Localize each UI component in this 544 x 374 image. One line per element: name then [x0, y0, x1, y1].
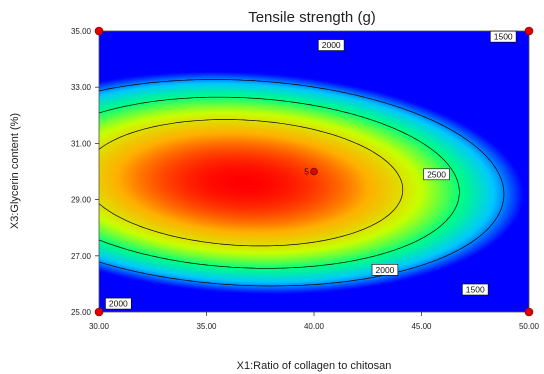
contour-line-1500: [98, 79, 505, 287]
contour-label-box: [371, 264, 399, 276]
x-tick-label: 45.00: [411, 322, 432, 331]
contour-label-text: 2500: [427, 169, 446, 179]
contour-label: 2000: [371, 264, 399, 276]
y-tick-label: 27.00: [71, 252, 92, 261]
contour-label-text: 1500: [466, 285, 485, 295]
design-points: 5: [94, 26, 534, 317]
x-tick-label: 50.00: [519, 322, 540, 331]
design-point: [524, 307, 534, 317]
contour-label-text: 2000: [375, 265, 394, 275]
x-axis: 30.00 35.00 40.00 45.00 50.00: [89, 312, 540, 331]
y-axis: 25.00 27.00 29.00 31.00 33.00 35.00: [71, 27, 99, 317]
y-axis-label: X3:Glycerin content (%): [9, 113, 21, 229]
chart-title: Tensile strength (g): [248, 9, 376, 26]
contour-label-box: [462, 283, 489, 296]
contour-label: 2500: [423, 168, 450, 181]
contour-lines: [98, 79, 505, 287]
y-tick-label: 35.00: [71, 27, 92, 36]
y-tick-label: 29.00: [71, 196, 92, 205]
contour-label-box: [105, 297, 132, 310]
x-tick-label: 30.00: [89, 322, 110, 331]
contour-label: 2000: [105, 297, 132, 310]
x-tick-label: 35.00: [196, 322, 217, 331]
contour-label-text: 2000: [109, 299, 128, 309]
design-point: [524, 26, 534, 36]
contour-label: 1500: [489, 30, 517, 43]
y-tick-label: 25.00: [71, 308, 92, 317]
x-axis-label: X1:Ratio of collagen to chitosan: [237, 360, 392, 372]
contour-label-text: 2000: [322, 40, 341, 50]
contour-label-box: [489, 30, 517, 43]
contour-label: 2000: [317, 39, 345, 51]
design-point: [94, 307, 104, 317]
contour-line-2500: [98, 119, 404, 247]
contour-label-box: [423, 168, 450, 181]
y-tick-label: 33.00: [71, 83, 92, 92]
center-point: [310, 167, 318, 176]
y-tick-label: 31.00: [71, 139, 92, 148]
center-point-label: 5: [304, 167, 309, 177]
contour-labels: 2000 1500 2500 2000 1500 2000: [105, 30, 517, 310]
x-tick-label: 40.00: [304, 322, 325, 331]
contour-label: 1500: [462, 283, 489, 296]
contour-label-box: [317, 39, 345, 51]
design-point: [94, 26, 104, 36]
contour-label-text: 1500: [494, 32, 513, 42]
contour-line-2000: [98, 96, 460, 269]
